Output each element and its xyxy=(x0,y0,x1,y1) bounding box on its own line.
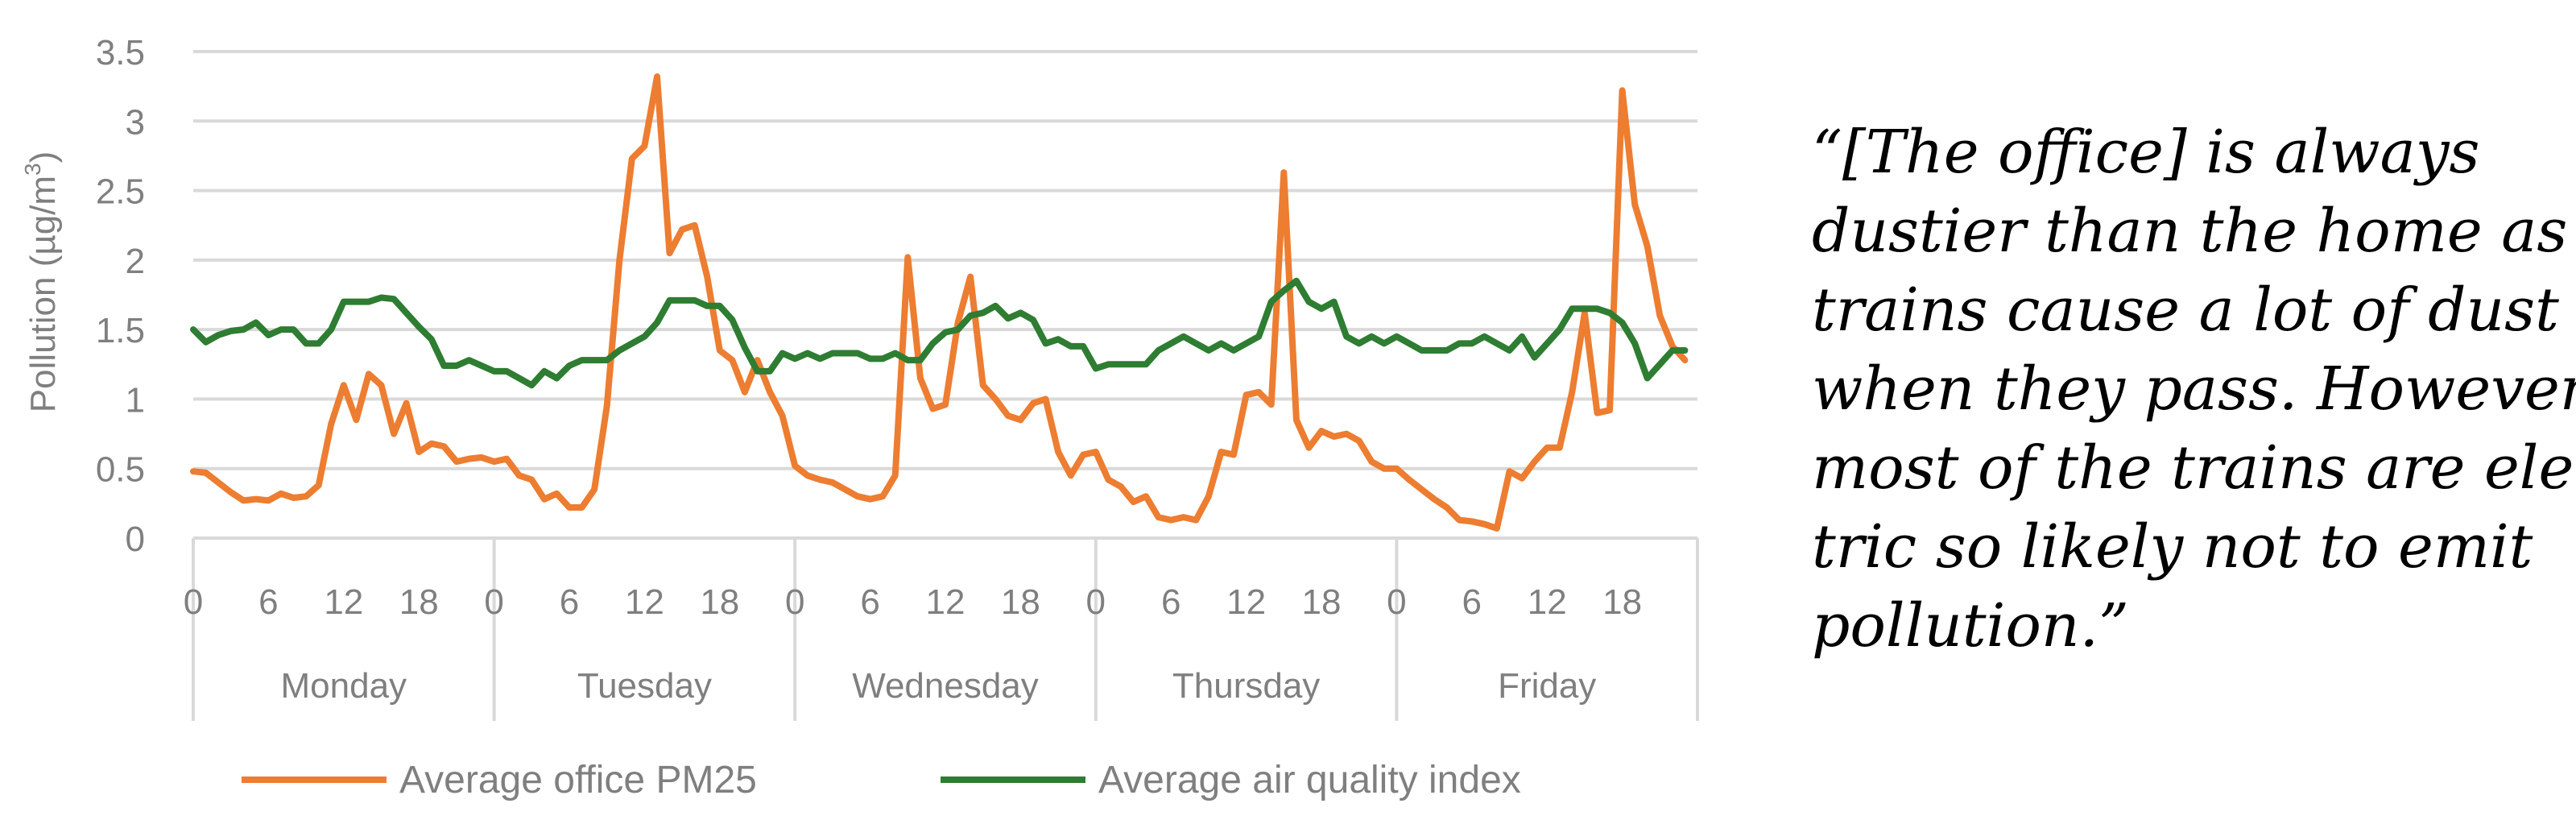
x-tick-label: 0 xyxy=(785,582,804,622)
y-tick-label: 3.5 xyxy=(96,33,145,72)
line-chart: 0 0.5 1 1.5 2 2.5 3 3.5 Pollution (µg/m3) 0 6 12 1… xyxy=(20,33,1699,801)
x-tick-label: 12 xyxy=(1528,582,1567,622)
y-axis: 0 0.5 1 1.5 2 2.5 3 3.5 xyxy=(96,33,145,559)
y-tick-label: 0.5 xyxy=(96,450,145,490)
y-tick-label: 2.5 xyxy=(96,172,145,212)
x-tick-label: 12 xyxy=(625,582,664,622)
quote-line: most of the trains are elec- xyxy=(1812,433,2576,503)
y-tick-label: 3 xyxy=(126,102,145,142)
quote-block: “[The office] is always dustier than the… xyxy=(1812,113,2576,665)
x-tick-label: 6 xyxy=(860,582,879,622)
x-tick-label: 12 xyxy=(926,582,965,622)
x-tick-label: 6 xyxy=(258,582,278,622)
y-axis-label: Pollution (µg/m3) xyxy=(20,151,63,413)
quote-line: trains cause a lot of dust xyxy=(1812,275,2559,345)
series-line xyxy=(190,277,1689,389)
quote-line: “[The office] is always xyxy=(1812,118,2480,187)
x-tick-label: 0 xyxy=(1387,582,1406,622)
quote-line: when they pass. However, xyxy=(1812,354,2576,424)
series-lines xyxy=(190,73,1689,532)
day-label: Tuesday xyxy=(577,666,712,706)
quote-line: tric so likely not to emit xyxy=(1812,512,2533,582)
series-line xyxy=(190,73,1689,532)
quote-line: dustier than the home as xyxy=(1812,197,2568,266)
y-tick-label: 1.5 xyxy=(96,311,145,350)
legend-label: Average office PM25 xyxy=(399,759,757,801)
day-label: Monday xyxy=(281,666,407,706)
y-tick-label: 2 xyxy=(126,242,145,281)
day-label: Wednesday xyxy=(852,666,1039,706)
x-tick-label: 0 xyxy=(1086,582,1106,622)
x-tick-label: 18 xyxy=(1001,582,1040,622)
legend-label: Average air quality index xyxy=(1098,759,1521,801)
x-tick-label: 6 xyxy=(1161,582,1180,622)
x-axis: 0 6 12 18 Monday 0 6 12 18 Tuesday 0 6 12 18 Wednesday… xyxy=(184,536,1699,721)
x-tick-label: 18 xyxy=(700,582,739,622)
day-label: Thursday xyxy=(1172,666,1320,706)
x-tick-label: 18 xyxy=(1602,582,1642,622)
x-tick-label: 6 xyxy=(560,582,579,622)
x-tick-label: 12 xyxy=(1226,582,1266,622)
x-tick-label: 12 xyxy=(324,582,363,622)
y-tick-label: 0 xyxy=(126,520,145,559)
y-tick-label: 1 xyxy=(126,380,145,420)
x-tick-label: 18 xyxy=(399,582,439,622)
x-tick-label: 6 xyxy=(1462,582,1482,622)
x-tick-label: 0 xyxy=(484,582,503,622)
legend: Average office PM25 Average air quality i… xyxy=(242,759,1521,801)
x-tick-label: 18 xyxy=(1302,582,1342,622)
day-label: Friday xyxy=(1498,666,1596,706)
quote-line: pollution.” xyxy=(1812,591,2129,661)
x-tick-label: 0 xyxy=(184,582,203,622)
